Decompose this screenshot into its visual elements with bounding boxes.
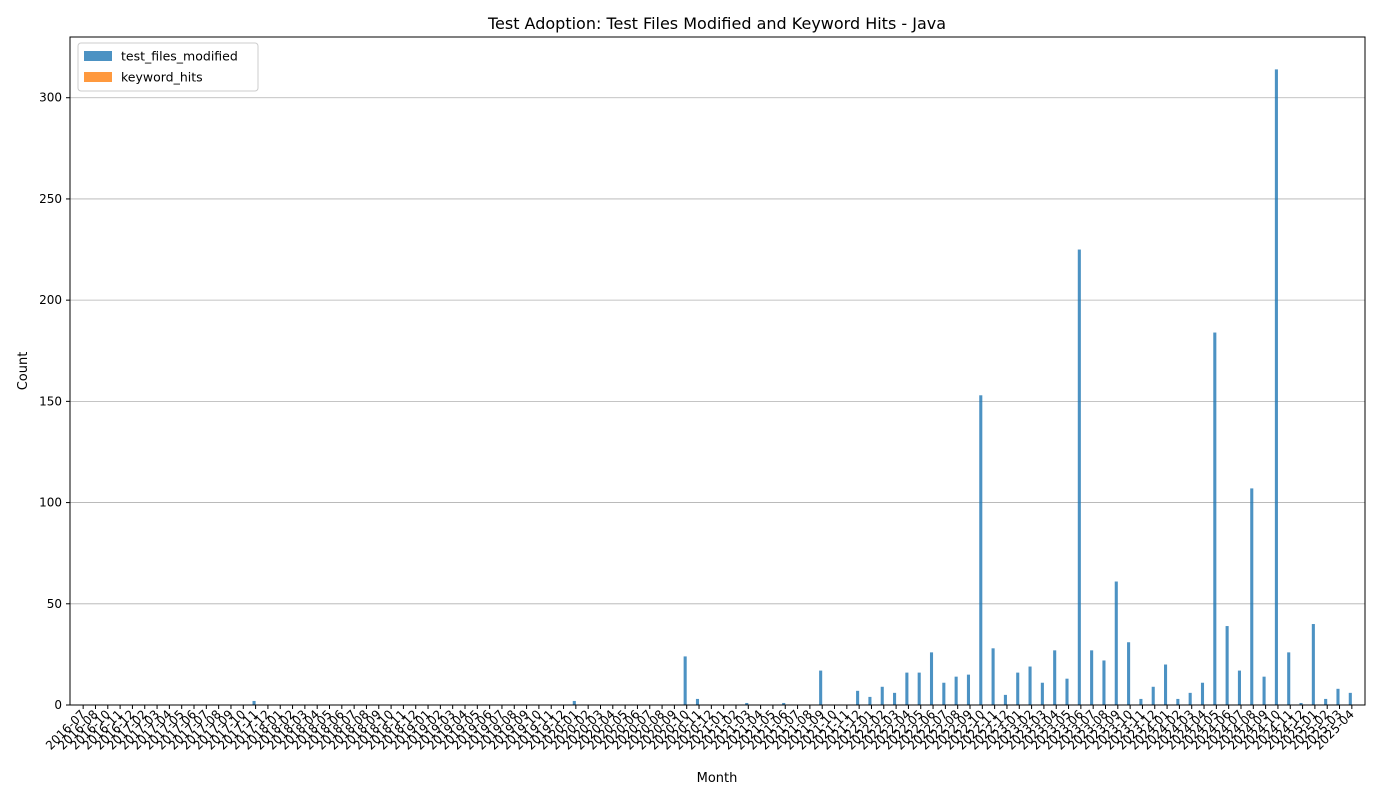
y-tick-label: 250 [39, 192, 62, 206]
legend-swatch-keyword-hits [84, 72, 112, 82]
bar-test-files-modified [1127, 642, 1131, 705]
y-tick-label: 300 [39, 91, 62, 105]
legend-label-keyword-hits: keyword_hits [121, 70, 203, 85]
bar-test-files-modified [1164, 664, 1168, 705]
bar-test-files-modified [782, 702, 786, 705]
bar-test-files-modified [917, 672, 921, 705]
bar-test-files-modified [1225, 626, 1229, 705]
bar-test-files-modified [1090, 650, 1094, 705]
bar-test-files-modified [1213, 332, 1217, 705]
bar-test-files-modified [942, 682, 946, 705]
bar-test-files-modified [1336, 688, 1340, 705]
bars [252, 69, 1352, 705]
x-axis: 2016-072016-082016-102016-112016-122017-… [43, 705, 1357, 753]
bar-test-files-modified [1040, 682, 1044, 705]
y-axis: 0 50 100 150 200 250 300 [39, 91, 70, 712]
bar-test-files-modified [1188, 692, 1192, 705]
bar-test-files-modified [1176, 698, 1180, 705]
gridlines [70, 97, 1365, 706]
bar-test-files-modified [1151, 686, 1155, 705]
bar-test-files-modified [1077, 249, 1081, 705]
y-tick-label: 50 [47, 597, 62, 611]
bar-test-files-modified [1028, 666, 1032, 705]
bar-test-files-modified [1262, 676, 1266, 705]
bar-test-files-modified [954, 676, 958, 705]
bar-test-files-modified [252, 700, 256, 705]
bar-test-files-modified [1237, 670, 1241, 705]
bar-test-files-modified [856, 690, 860, 705]
bar-test-files-modified [991, 648, 995, 705]
bar-test-files-modified [1311, 624, 1315, 705]
bar-test-files-modified [966, 674, 971, 705]
bar-test-files-modified [979, 395, 983, 705]
bar-test-files-modified [1287, 652, 1291, 705]
y-tick-label: 0 [54, 698, 62, 712]
bar-test-files-modified [572, 700, 576, 705]
legend-swatch-test-files-modified [84, 51, 112, 61]
chart-title: Test Adoption: Test Files Modified and K… [487, 14, 946, 33]
bar-test-files-modified [695, 698, 700, 705]
bar-test-files-modified [1065, 678, 1069, 705]
bar-test-files-modified [1348, 692, 1352, 705]
bar-test-files-modified [880, 686, 884, 705]
bar-test-files-modified [745, 702, 749, 705]
bar-test-files-modified [905, 672, 909, 705]
bar-test-files-modified [1102, 660, 1106, 705]
bar-test-files-modified [683, 656, 687, 705]
y-tick-label: 100 [39, 496, 62, 510]
bar-test-files-modified [868, 696, 872, 705]
legend-frame [77, 42, 259, 92]
bar-test-files-modified [929, 652, 934, 705]
bar-test-files-modified [1250, 488, 1254, 705]
bar-test-files-modified [1053, 650, 1057, 705]
bar-test-files-modified [1114, 581, 1118, 705]
bar-test-files-modified [1200, 682, 1205, 705]
legend: test_files_modified keyword_hits [77, 42, 259, 92]
bar-test-files-modified [819, 670, 823, 705]
y-tick-label: 150 [39, 394, 62, 408]
bar-test-files-modified [1003, 694, 1007, 705]
y-axis-label: Count [16, 352, 31, 391]
bar-test-files-modified [1324, 698, 1328, 705]
bar-test-files-modified [1299, 702, 1303, 705]
bar-test-files-modified [1274, 69, 1278, 705]
legend-label-test-files-modified: test_files_modified [121, 49, 238, 64]
bar-test-files-modified [1016, 672, 1020, 705]
x-axis-label: Month [697, 771, 738, 786]
y-tick-label: 200 [39, 293, 62, 307]
bar-test-files-modified [1139, 698, 1143, 705]
plot-frame [69, 36, 1366, 706]
bar-test-files-modified [893, 692, 897, 705]
